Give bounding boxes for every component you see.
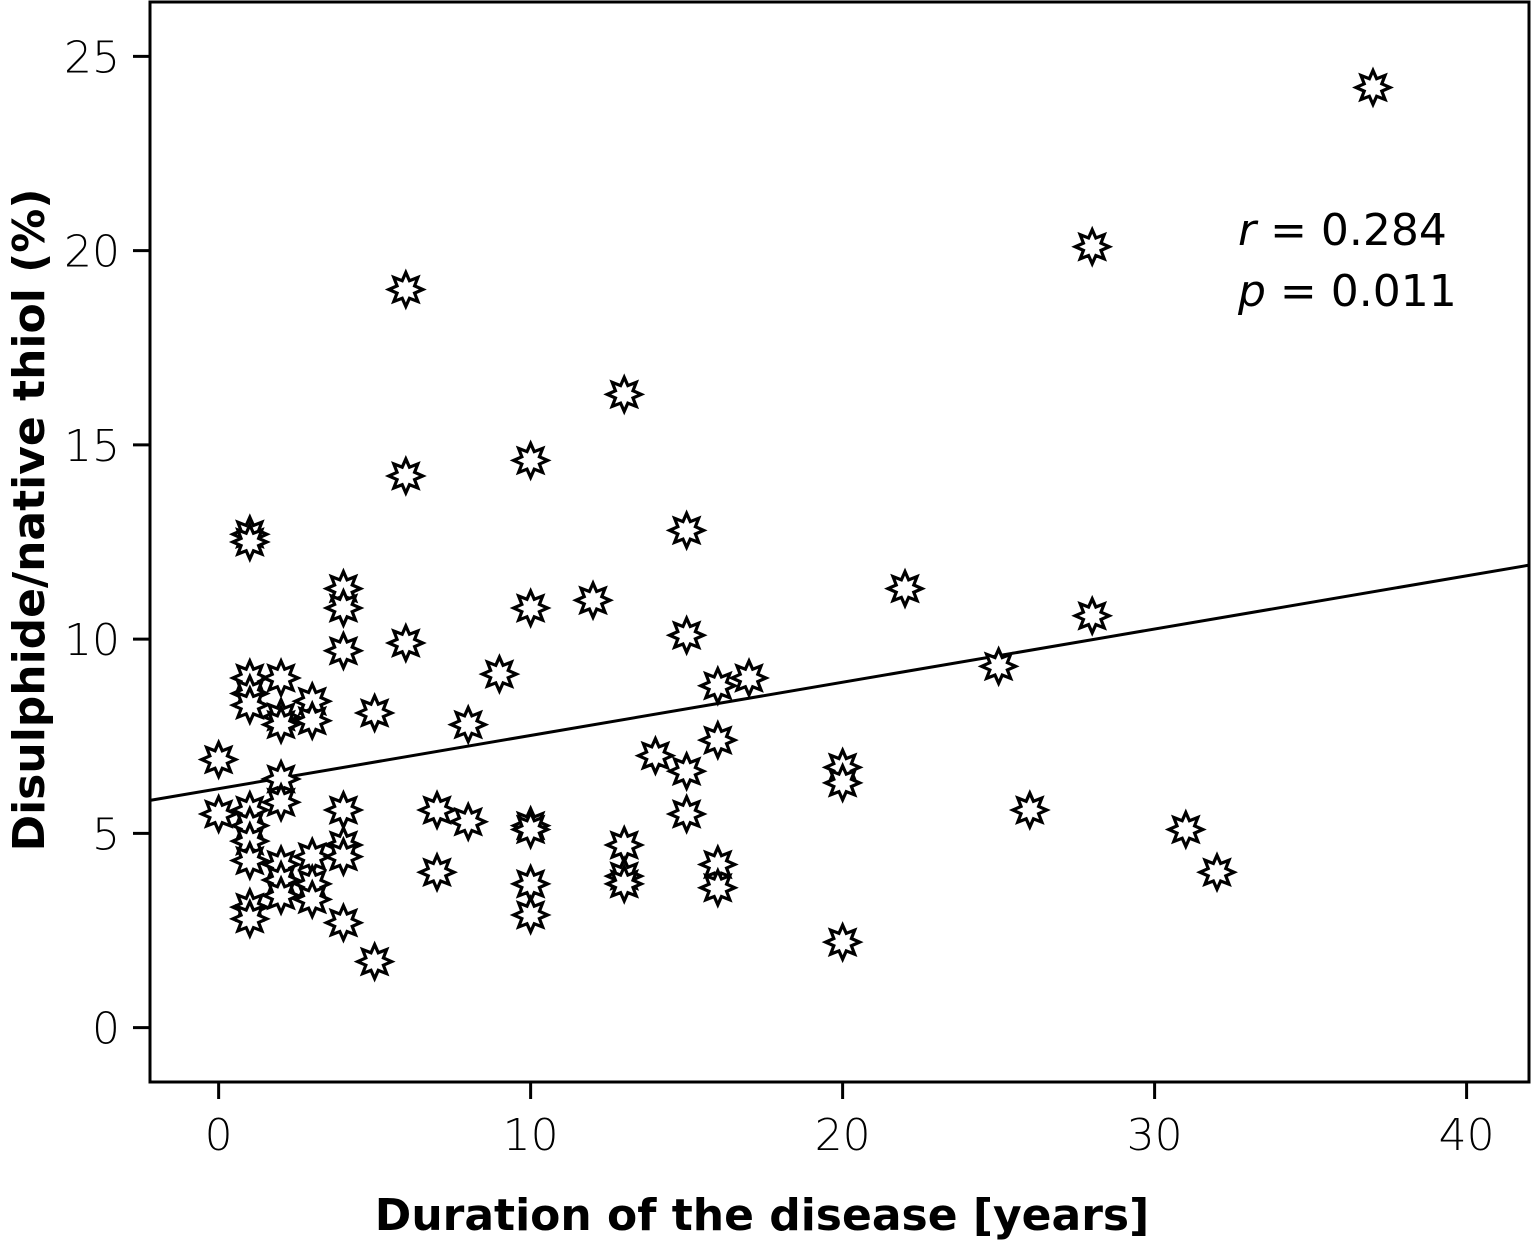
data-point — [447, 800, 490, 843]
y-tick-label: 10 — [64, 615, 120, 666]
data-point — [665, 750, 708, 793]
data-point — [821, 761, 864, 804]
data-point — [384, 622, 427, 664]
data-point — [322, 835, 365, 878]
data-point — [665, 509, 708, 552]
data-point — [228, 897, 271, 940]
y-tick-label: 20 — [64, 227, 120, 278]
x-tick-label: 30 — [1127, 1110, 1183, 1161]
data-point — [1196, 851, 1238, 894]
data-point — [228, 839, 271, 882]
data-point — [384, 455, 427, 497]
data-point — [509, 893, 552, 936]
data-point — [665, 792, 708, 835]
plot-frame — [148, 0, 1531, 1084]
y-tick-label: 15 — [64, 421, 120, 472]
data-point — [322, 587, 365, 629]
data-point — [1008, 789, 1051, 832]
data-point — [322, 789, 365, 832]
data-point — [228, 684, 271, 727]
r-value: = 0.284 — [1256, 205, 1447, 256]
data-point — [509, 587, 552, 629]
data-point — [228, 521, 271, 563]
regression-line-layer — [149, 563, 1530, 802]
x-tick-label: 20 — [815, 1110, 871, 1161]
data-point — [1164, 808, 1207, 851]
data-point — [416, 851, 458, 894]
data-point — [696, 719, 739, 762]
data-point — [1352, 66, 1394, 109]
x-tick-label: 0 — [205, 1110, 233, 1161]
data-point — [384, 268, 427, 311]
data-point — [728, 657, 770, 699]
data-point — [977, 645, 1020, 688]
data-point — [696, 866, 739, 909]
data-point — [322, 901, 365, 944]
r-symbol: r — [1238, 205, 1259, 256]
data-point — [260, 703, 302, 746]
regression-line — [149, 563, 1530, 802]
data-point — [572, 579, 614, 622]
data-point — [353, 940, 396, 983]
y-axis-title: Disulphide/native thiol (%) — [4, 189, 55, 852]
x-tick-label: 10 — [503, 1110, 559, 1161]
data-point — [884, 567, 926, 610]
r-annotation: r = 0.284 — [1238, 205, 1447, 256]
p-value: = 0.011 — [1266, 266, 1457, 317]
data-point — [260, 874, 303, 917]
data-point — [291, 878, 334, 921]
data-point — [478, 653, 521, 696]
data-point — [447, 703, 490, 746]
data-point — [509, 808, 552, 851]
y-tick-label: 5 — [92, 809, 120, 860]
data-point — [665, 614, 708, 657]
data-point — [1071, 594, 1114, 637]
data-point — [696, 664, 739, 707]
data-point — [821, 921, 864, 964]
data-point — [1071, 225, 1114, 268]
data-point — [634, 734, 677, 777]
data-point — [291, 699, 334, 742]
data-point — [322, 629, 365, 672]
data-points — [197, 66, 1394, 983]
data-point — [509, 439, 552, 482]
data-point — [603, 373, 646, 416]
data-point — [197, 738, 240, 781]
y-tick-label: 25 — [64, 32, 120, 83]
p-annotation: p = 0.011 — [1237, 266, 1457, 317]
data-point — [260, 781, 303, 824]
axis-ticks: 0 10 20 30 40 0 5 10 15 20 25 — [64, 32, 1495, 1161]
data-point — [353, 691, 396, 734]
x-tick-label: 40 — [1439, 1110, 1495, 1161]
x-axis-title: Duration of the disease [years] — [375, 1190, 1149, 1241]
data-point — [197, 792, 240, 835]
data-point — [260, 657, 303, 699]
data-point — [416, 789, 458, 832]
y-tick-label: 0 — [92, 1004, 120, 1055]
data-point — [603, 862, 646, 905]
p-symbol: p — [1237, 266, 1266, 317]
